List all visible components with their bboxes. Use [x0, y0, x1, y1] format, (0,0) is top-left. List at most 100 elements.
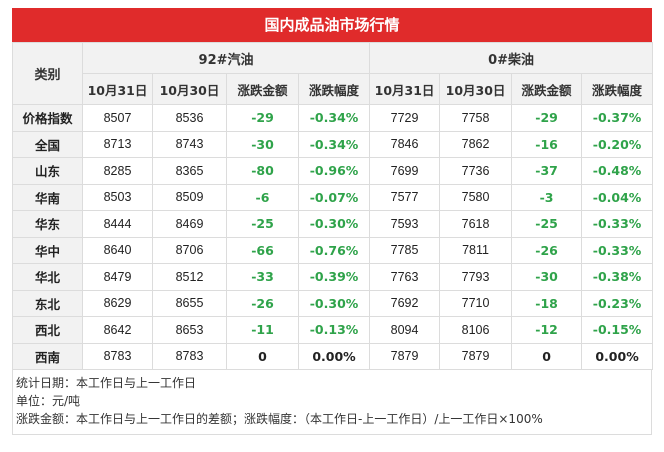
- note-definition: 涨跌金额：本工作日与上一工作日的差额；涨跌幅度：（本工作日-上一工作日）/上一工…: [16, 412, 543, 426]
- gasoline-change: -30: [226, 130, 299, 158]
- gasoline-change-header: 涨跌金额: [226, 73, 299, 105]
- gasoline-prev: 8469: [152, 210, 227, 238]
- diesel-today: 7692: [369, 289, 441, 317]
- gasoline-prev: 8653: [152, 316, 227, 344]
- gasoline-pct: -0.30%: [297, 289, 371, 317]
- price-table: 类别 92#汽油 0#柴油 10月31日 10月30日 涨跌金额 涨跌幅度 10…: [12, 42, 654, 370]
- gasoline-change: -11: [226, 316, 299, 344]
- gasoline-pct: -0.39%: [297, 263, 371, 291]
- diesel-today: 7785: [369, 236, 441, 264]
- row-category: 西南: [12, 342, 83, 370]
- gasoline-prev: 8783: [152, 342, 227, 370]
- diesel-prev: 7580: [439, 183, 513, 211]
- diesel-pct: -0.20%: [581, 130, 654, 158]
- gasoline-change: -26: [226, 289, 299, 317]
- diesel-prev: 8106: [439, 316, 513, 344]
- diesel-pct: -0.33%: [581, 210, 654, 238]
- diesel-change: -30: [511, 263, 583, 291]
- gasoline-prev: 8536: [152, 104, 227, 132]
- diesel-today: 7593: [369, 210, 441, 238]
- gasoline-today: 8285: [82, 157, 153, 185]
- row-category: 华中: [12, 236, 83, 264]
- price-table-card: 国内成品油市场行情 类别 92#汽油 0#柴油 10月31日 10月30日 涨跌…: [12, 8, 654, 435]
- gasoline-change: -80: [226, 157, 299, 185]
- gasoline-change: -29: [226, 104, 299, 132]
- gasoline-prev: 8655: [152, 289, 227, 317]
- gasoline-today: 8507: [82, 104, 153, 132]
- diesel-prev: 7879: [439, 342, 513, 370]
- gasoline-pct: -0.07%: [297, 183, 371, 211]
- note-stat-date: 统计日期：本工作日与上一工作日: [16, 376, 197, 390]
- table-title: 国内成品油市场行情: [12, 8, 652, 42]
- gasoline-pct: -0.34%: [297, 130, 371, 158]
- table-row: 山东 8285 8365 -80 -0.96% 7699 7736 -37 -0…: [12, 157, 654, 185]
- gasoline-today: 8444: [82, 210, 153, 238]
- table-row: 全国 8713 8743 -30 -0.34% 7846 7862 -16 -0…: [12, 130, 654, 158]
- gasoline-prev-header: 10月30日: [152, 73, 227, 105]
- diesel-pct: -0.04%: [581, 183, 654, 211]
- row-category: 价格指数: [12, 104, 83, 132]
- gasoline-change: -6: [226, 183, 299, 211]
- diesel-prev: 7758: [439, 104, 513, 132]
- table-row: 西北 8642 8653 -11 -0.13% 8094 8106 -12 -0…: [12, 316, 654, 344]
- diesel-today: 7763: [369, 263, 441, 291]
- diesel-today: 8094: [369, 316, 441, 344]
- diesel-today-header: 10月31日: [369, 73, 441, 105]
- diesel-pct: -0.23%: [581, 289, 654, 317]
- diesel-pct: -0.38%: [581, 263, 654, 291]
- gasoline-today: 8629: [82, 289, 153, 317]
- gasoline-change: -66: [226, 236, 299, 264]
- diesel-today: 7729: [369, 104, 441, 132]
- gasoline-prev: 8512: [152, 263, 227, 291]
- diesel-pct: 0.00%: [581, 342, 654, 370]
- diesel-prev: 7862: [439, 130, 513, 158]
- diesel-change: -25: [511, 210, 583, 238]
- diesel-prev: 7710: [439, 289, 513, 317]
- gasoline-pct: -0.13%: [297, 316, 371, 344]
- diesel-prev: 7736: [439, 157, 513, 185]
- gasoline-change: -33: [226, 263, 299, 291]
- note-unit: 单位：元/吨: [16, 394, 81, 408]
- gasoline-today: 8642: [82, 316, 153, 344]
- table-notes: 统计日期：本工作日与上一工作日 单位：元/吨 涨跌金额：本工作日与上一工作日的差…: [12, 370, 652, 435]
- category-header: 类别: [12, 42, 83, 105]
- row-category: 华东: [12, 210, 83, 238]
- diesel-pct: -0.33%: [581, 236, 654, 264]
- gasoline-change: 0: [226, 342, 299, 370]
- gasoline-pct-header: 涨跌幅度: [297, 73, 371, 105]
- diesel-change: -3: [511, 183, 583, 211]
- gasoline-today: 8783: [82, 342, 153, 370]
- gasoline-group-header: 92#汽油: [81, 42, 371, 74]
- row-category: 山东: [12, 157, 83, 185]
- row-category: 全国: [12, 130, 83, 158]
- diesel-pct-header: 涨跌幅度: [581, 73, 654, 105]
- diesel-change: -18: [511, 289, 583, 317]
- table-body: 价格指数 8507 8536 -29 -0.34% 7729 7758 -29 …: [12, 104, 654, 370]
- gasoline-today: 8713: [82, 130, 153, 158]
- gasoline-pct: -0.34%: [297, 104, 371, 132]
- gasoline-pct: 0.00%: [297, 342, 371, 370]
- gasoline-prev: 8365: [152, 157, 227, 185]
- diesel-pct: -0.37%: [581, 104, 654, 132]
- diesel-change: -12: [511, 316, 583, 344]
- diesel-pct: -0.48%: [581, 157, 654, 185]
- gasoline-prev: 8743: [152, 130, 227, 158]
- diesel-prev: 7793: [439, 263, 513, 291]
- gasoline-today: 8479: [82, 263, 153, 291]
- gasoline-today: 8640: [82, 236, 153, 264]
- row-category: 华北: [12, 263, 83, 291]
- diesel-prev-header: 10月30日: [439, 73, 513, 105]
- row-category: 西北: [12, 316, 83, 344]
- gasoline-today: 8503: [82, 183, 153, 211]
- gasoline-pct: -0.76%: [297, 236, 371, 264]
- row-category: 东北: [12, 289, 83, 317]
- table-row: 华东 8444 8469 -25 -0.30% 7593 7618 -25 -0…: [12, 210, 654, 238]
- diesel-pct: -0.15%: [581, 316, 654, 344]
- gasoline-today-header: 10月31日: [82, 73, 153, 105]
- table-row: 华北 8479 8512 -33 -0.39% 7763 7793 -30 -0…: [12, 263, 654, 291]
- diesel-prev: 7811: [439, 236, 513, 264]
- diesel-change: -37: [511, 157, 583, 185]
- diesel-prev: 7618: [439, 210, 513, 238]
- table-row: 西南 8783 8783 0 0.00% 7879 7879 0 0.00%: [12, 342, 654, 370]
- diesel-change: 0: [511, 342, 583, 370]
